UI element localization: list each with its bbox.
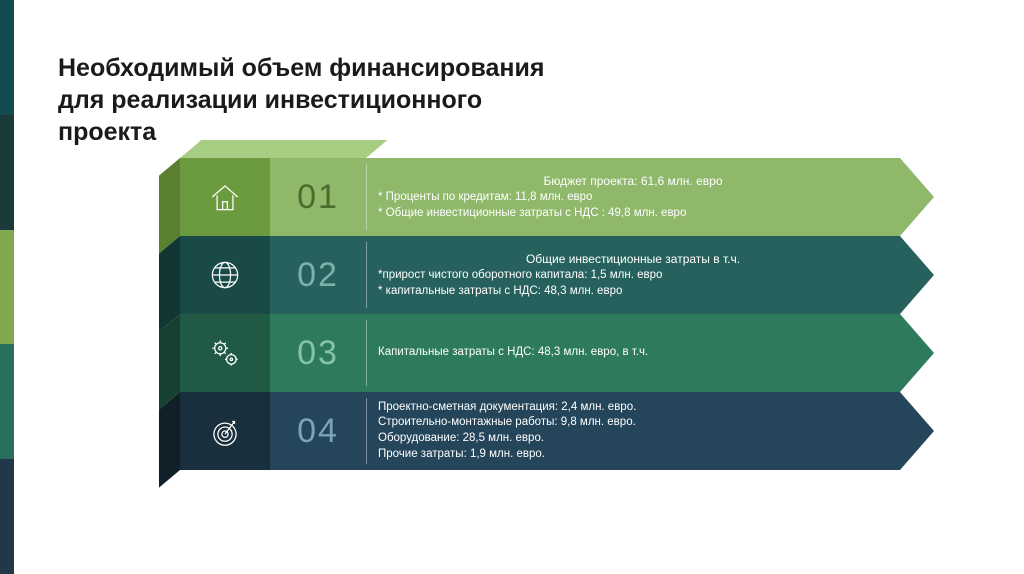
row-body-line: * капитальные затраты с НДС: 48,3 млн. е… [378, 284, 888, 300]
row-body-line: Проектно-сметная документация: 2,4 млн. … [378, 400, 888, 416]
target-icon [180, 392, 270, 470]
row-body-line: Прочие затраты: 1,9 млн. евро. [378, 447, 888, 463]
row-number: 04 [270, 392, 366, 470]
row-body-line: Капитальные затраты с НДС: 48,3 млн. евр… [378, 345, 888, 361]
page-title: Необходимый объем финансирования для реа… [58, 52, 558, 148]
row-header-text: Бюджет проекта: 61,6 млн. евро [378, 173, 888, 189]
row-arrow [900, 314, 934, 392]
row-content: Проектно-сметная документация: 2,4 млн. … [366, 392, 900, 470]
row-divider [366, 164, 367, 230]
row-arrow [900, 236, 934, 314]
row-number: 01 [270, 158, 366, 236]
row-body-line: * Общие инвестиционные затраты с НДС : 4… [378, 206, 888, 222]
row-content: Общие инвестиционные затраты в т.ч.*прир… [366, 236, 900, 314]
globe-icon [180, 236, 270, 314]
row-header-text: Общие инвестиционные затраты в т.ч. [378, 251, 888, 267]
infographic-row: 01Бюджет проекта: 61,6 млн. евро* Процен… [180, 158, 940, 236]
infographic-stack: 01Бюджет проекта: 61,6 млн. евро* Процен… [180, 158, 940, 470]
row-content: Капитальные затраты с НДС: 48,3 млн. евр… [366, 314, 900, 392]
sidebar-segment [0, 0, 14, 115]
row-top-face [180, 140, 387, 158]
infographic-row: 02Общие инвестиционные затраты в т.ч.*пр… [180, 236, 940, 314]
sidebar-color-strip [0, 0, 14, 574]
row-content: Бюджет проекта: 61,6 млн. евро* Проценты… [366, 158, 900, 236]
infographic-row: 04 Проектно-сметная документация: 2,4 млн… [180, 392, 940, 470]
row-body-line: * Проценты по кредитам: 11,8 млн. евро [378, 190, 888, 206]
sidebar-segment [0, 115, 14, 230]
row-body-line: Строительно-монтажные работы: 9,8 млн. е… [378, 415, 888, 431]
row-divider [366, 320, 367, 386]
row-arrow [900, 158, 934, 236]
sidebar-segment [0, 344, 14, 459]
sidebar-segment [0, 459, 14, 574]
infographic-row: 03 Капитальные затраты с НДС: 48,3 млн. е… [180, 314, 940, 392]
row-divider [366, 398, 367, 464]
row-arrow [900, 392, 934, 470]
row-body-line: Оборудование: 28,5 млн. евро. [378, 431, 888, 447]
house-icon [180, 158, 270, 236]
row-body-line: *прирост чистого оборотного капитала: 1,… [378, 268, 888, 284]
gears-icon [180, 314, 270, 392]
row-side-face [159, 392, 180, 488]
sidebar-segment [0, 230, 14, 345]
row-number: 03 [270, 314, 366, 392]
row-divider [366, 242, 367, 308]
row-number: 02 [270, 236, 366, 314]
